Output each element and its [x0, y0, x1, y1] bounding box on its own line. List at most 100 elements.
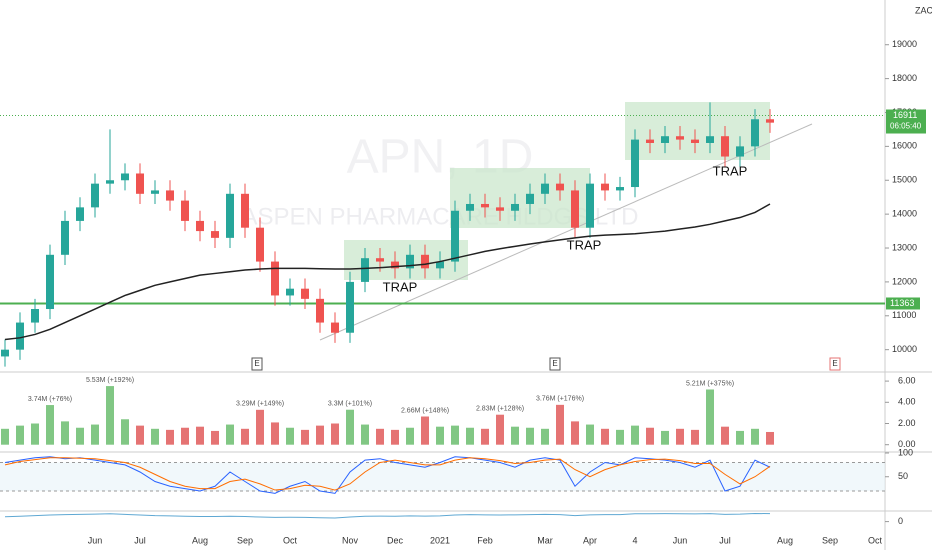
volume-bar	[661, 430, 669, 445]
y-tick-label: 11000	[892, 310, 916, 320]
osc-line	[4, 512, 771, 519]
volume-bar	[196, 426, 204, 445]
candle-body	[61, 220, 69, 255]
volume-bar	[721, 426, 729, 445]
candle-body	[196, 220, 204, 232]
moving-average	[4, 203, 771, 341]
candle-body	[151, 190, 159, 194]
candle-body	[241, 193, 249, 228]
x-tick-label: Jul	[719, 535, 731, 545]
volume-bar	[61, 421, 69, 445]
earnings-marker	[251, 357, 263, 371]
candle-body	[166, 190, 174, 201]
volume-bar	[331, 423, 339, 445]
volume-bar	[406, 427, 414, 445]
candle-body	[286, 288, 294, 296]
volume-bar	[166, 429, 174, 445]
y-tick-label: 4.00	[898, 397, 916, 407]
volume-bar	[181, 427, 189, 445]
candle-body	[76, 207, 84, 221]
volume-bar	[751, 428, 759, 445]
candle-body	[46, 254, 54, 310]
volume-bar	[646, 427, 654, 445]
x-tick-label: Aug	[192, 535, 208, 545]
volume-bar	[496, 414, 504, 445]
volume-bar	[16, 425, 24, 445]
volume-bar	[676, 428, 684, 445]
volume-bar	[151, 428, 159, 445]
volume-label: 3.3M (+101%)	[328, 401, 372, 408]
volume-label: 3.74M (+76%)	[28, 396, 72, 403]
currency: ZAC	[915, 5, 932, 15]
volume-bar	[391, 429, 399, 445]
candle-body	[1, 349, 9, 357]
candle-body	[316, 298, 324, 323]
candle-body	[181, 200, 189, 221]
volume-bar	[211, 430, 219, 445]
volume-bar	[481, 428, 489, 445]
earnings-marker	[549, 357, 561, 371]
candle-body	[331, 322, 339, 333]
volume-bar	[316, 425, 324, 445]
candle-body	[601, 183, 609, 191]
candle-body	[706, 136, 714, 143]
band	[0, 462, 885, 491]
volume-bar	[106, 386, 114, 445]
volume-bar	[421, 416, 429, 445]
annotation: TRAP	[383, 279, 418, 294]
volume-bar	[271, 422, 279, 445]
candle-body	[391, 261, 399, 269]
volume-bar	[541, 428, 549, 445]
volume-label: 3.29M (+149%)	[236, 401, 284, 408]
candle-body	[106, 180, 114, 184]
x-tick-label: Sep	[237, 535, 253, 545]
candle-body	[361, 258, 369, 282]
x-tick-label: Jun	[88, 535, 103, 545]
volume-bar	[586, 424, 594, 445]
x-tick-label: Mar	[537, 535, 553, 545]
candle-body	[136, 173, 144, 194]
volume-bar	[526, 427, 534, 445]
y-tick-label: 0	[898, 516, 903, 526]
y-tick-label: 19000	[892, 39, 917, 49]
candle-body	[121, 173, 129, 181]
candle-body	[451, 210, 459, 262]
volume-label: 2.83M (+128%)	[476, 406, 524, 413]
zone	[450, 168, 590, 228]
volume-bar	[631, 425, 639, 445]
earnings-label: E	[254, 359, 259, 368]
y-tick-label: 15000	[892, 175, 917, 185]
candle-body	[661, 136, 669, 143]
volume-label: 5.21M (+375%)	[686, 380, 734, 387]
y-tick-label: 2.00	[898, 418, 916, 428]
candle-body	[556, 183, 564, 191]
volume-bar	[706, 389, 714, 445]
volume-bar	[31, 423, 39, 445]
candle-body	[676, 136, 684, 140]
hline-label: 11363	[890, 298, 914, 308]
price-badge	[886, 297, 920, 310]
candle-body	[586, 183, 594, 228]
volume-bar	[46, 405, 54, 445]
candle-body	[616, 187, 624, 191]
volume-bar	[511, 426, 519, 445]
candle-body	[496, 207, 504, 211]
y-tick-label: 16000	[892, 141, 917, 151]
volume-bar	[571, 421, 579, 445]
volume-label: 5.53M (+192%)	[86, 377, 134, 384]
candle-body	[16, 322, 24, 350]
candle-body	[481, 203, 489, 208]
volume-bar	[616, 429, 624, 445]
candle-body	[526, 193, 534, 204]
y-tick-label: 13000	[892, 242, 917, 252]
volume-bar	[346, 409, 354, 445]
candle-body	[466, 203, 474, 211]
volume-bar	[466, 427, 474, 445]
countdown: 06:05:40	[890, 122, 922, 131]
volume-bar	[76, 427, 84, 445]
volume-bar	[736, 430, 744, 445]
earnings-label: E	[552, 359, 557, 368]
volume-label: 3.76M (+176%)	[536, 396, 584, 403]
volume-bar	[766, 431, 774, 445]
x-tick-label: Aug	[777, 535, 793, 545]
